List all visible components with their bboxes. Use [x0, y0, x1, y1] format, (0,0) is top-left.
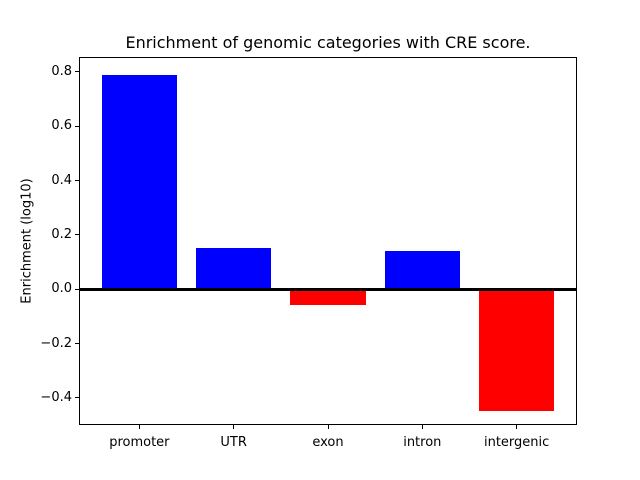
y-tick-mark — [74, 343, 79, 345]
y-tick-mark — [74, 234, 79, 236]
y-tick-mark — [74, 180, 79, 182]
x-tick-mark — [233, 425, 235, 429]
x-tick-mark — [327, 425, 329, 429]
x-tick-label-utr: UTR — [220, 435, 247, 450]
bar-exon — [290, 289, 366, 306]
x-tick-label-exon: exon — [312, 435, 344, 450]
x-tick-mark — [421, 425, 423, 429]
chart-title: Enrichment of genomic categories with CR… — [125, 33, 531, 52]
y-tick-label: −0.2 — [40, 335, 72, 351]
x-tick-mark — [138, 425, 140, 429]
y-tick-mark — [74, 397, 79, 399]
plot-frame — [79, 57, 577, 425]
x-tick-label-intron: intron — [403, 435, 442, 450]
y-tick-label: 0.2 — [51, 226, 72, 242]
y-tick-label: 0.4 — [51, 172, 72, 188]
y-tick-mark — [74, 125, 79, 127]
x-tick-label-promoter: promoter — [109, 435, 170, 450]
x-tick-mark — [516, 425, 518, 429]
y-tick-label: −0.4 — [40, 389, 72, 405]
y-tick-label: 0.8 — [51, 63, 72, 79]
y-tick-label: 0.6 — [51, 118, 72, 134]
bar-intron — [384, 251, 461, 290]
bar-promoter — [101, 74, 178, 290]
y-tick-mark — [74, 71, 79, 73]
plot-area — [79, 57, 577, 425]
y-tick-mark — [74, 288, 79, 290]
x-tick-label-intergenic: intergenic — [483, 435, 550, 450]
bar-utr — [195, 248, 272, 290]
bar-intergenic — [478, 289, 555, 412]
zero-line — [79, 287, 577, 291]
y-tick-label: 0.0 — [51, 281, 72, 297]
